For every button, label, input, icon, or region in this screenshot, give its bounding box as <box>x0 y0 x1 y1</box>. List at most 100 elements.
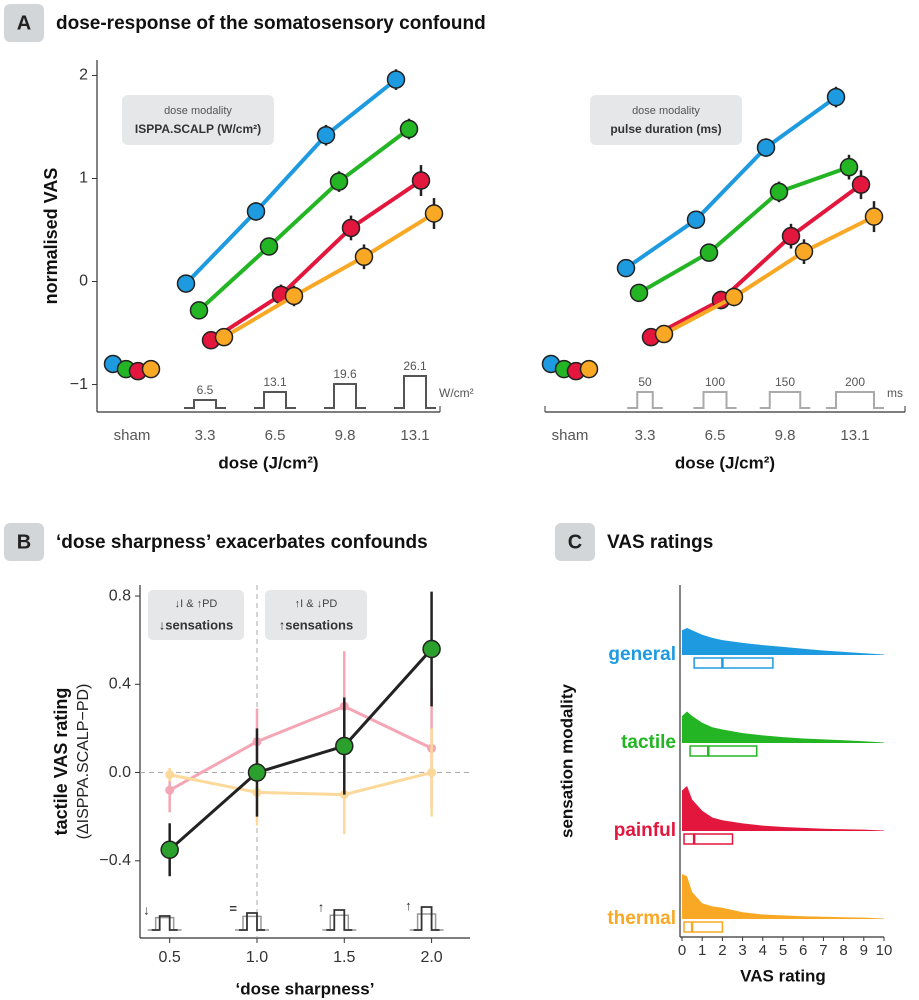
sham-point <box>141 359 161 379</box>
y-tick-label: −1 <box>70 376 88 393</box>
y-axis-title: sensation modality <box>557 683 576 838</box>
series-line <box>650 183 863 339</box>
box <box>683 833 734 845</box>
x-axis-title: dose (J/cm²) <box>218 453 318 472</box>
y-tick-label: −0.4 <box>99 852 131 869</box>
x-tick-label: 6.5 <box>705 427 726 444</box>
data-point <box>246 202 266 221</box>
series-line <box>624 95 838 270</box>
data-point <box>699 243 719 262</box>
data-point <box>629 283 649 303</box>
panel-badge <box>4 523 44 561</box>
panel-letter: A <box>17 12 31 34</box>
annotation-box <box>265 590 367 640</box>
sharpness-symbol: ↑ <box>318 899 325 914</box>
x-tick-label: 3 <box>738 942 746 959</box>
y-axis-title: normalised VAS <box>41 168 61 305</box>
pulse-icon <box>394 375 436 409</box>
pulse-label: 100 <box>705 375 725 389</box>
data-point <box>794 242 814 261</box>
x-tick-label: 6.5 <box>265 427 286 444</box>
series-line <box>169 771 432 797</box>
y-tick-label: 0.4 <box>109 676 131 693</box>
y-axis-title: tactile VAS rating <box>51 688 71 836</box>
sharpness-symbol: ↑ <box>405 898 412 913</box>
data-point <box>386 70 406 89</box>
legend-label: ISPPA.SCALP (W/cm²) <box>135 122 261 136</box>
x-axis-title: ‘dose sharpness’ <box>236 979 375 998</box>
series-line <box>209 178 423 342</box>
sharpness-icon <box>409 913 444 931</box>
panel-title: VAS ratings <box>607 532 713 553</box>
density-area <box>682 786 884 831</box>
sharpness-icon <box>234 915 269 931</box>
data-point <box>165 785 175 795</box>
data-point <box>756 138 776 157</box>
x-tick-label: 8 <box>839 942 847 959</box>
y-tick-label: 0.8 <box>109 587 131 604</box>
legend-box <box>590 95 742 145</box>
data-point <box>335 736 354 756</box>
sharpness-icon <box>147 916 182 931</box>
density-area <box>682 628 884 655</box>
data-point <box>341 218 361 238</box>
data-point <box>864 207 884 226</box>
x-tick-label: 3.3 <box>635 427 656 444</box>
panel-badge <box>555 523 595 561</box>
x-tick-label: 1 <box>698 942 706 959</box>
x-tick-label: 13.1 <box>840 427 869 444</box>
data-point <box>354 247 374 267</box>
data-point <box>422 639 441 659</box>
data-point <box>329 172 349 191</box>
data-point <box>214 327 234 347</box>
series-line <box>222 211 436 339</box>
data-point <box>399 119 419 139</box>
annotation-line2: ↑sensations <box>279 617 353 632</box>
sharpness-icon <box>238 912 265 931</box>
category-label: painful <box>614 820 676 841</box>
pulse-label: 19.6 <box>333 367 357 381</box>
category-label: tactile <box>621 732 676 753</box>
data-point <box>769 182 789 202</box>
pulse-unit: W/cm² <box>439 386 474 400</box>
x-tick-label: 9.8 <box>775 427 796 444</box>
x-tick-label: 2 <box>718 942 726 959</box>
sharpness-symbol: = <box>229 901 237 916</box>
data-point <box>826 87 846 107</box>
x-tick-label: 4 <box>759 942 767 959</box>
box <box>693 657 774 669</box>
x-tick-label: 1.0 <box>246 949 268 966</box>
pulse-label: 200 <box>845 375 865 389</box>
y-tick-label: 0 <box>79 273 88 290</box>
pulse-icon <box>759 391 811 409</box>
pulse-icon <box>254 390 296 409</box>
y-tick-label: 2 <box>79 67 88 84</box>
x-tick-label: 13.1 <box>400 427 429 444</box>
data-point <box>654 324 674 344</box>
panel-title: dose-response of the somatosensory confo… <box>56 13 486 34</box>
x-tick-label: 7 <box>819 942 827 959</box>
data-point <box>247 763 267 782</box>
x-tick-label: 5 <box>779 942 787 959</box>
pulse-icon <box>324 382 366 409</box>
density-area <box>682 711 884 743</box>
sharpness-icon <box>322 914 357 931</box>
x-tick-label: 2.0 <box>420 949 442 966</box>
box <box>683 921 724 933</box>
panel-letter: B <box>17 531 31 553</box>
series-line <box>638 165 850 295</box>
data-point <box>411 171 431 190</box>
pulse-label: 6.5 <box>197 383 214 397</box>
sharpness-icon <box>413 906 440 931</box>
data-point <box>316 125 336 145</box>
data-point <box>424 204 444 223</box>
x-tick-label: 0 <box>678 942 686 959</box>
x-tick-label: 9 <box>860 942 868 959</box>
data-point <box>851 175 871 194</box>
legend-title: dose modality <box>164 105 232 117</box>
category-label: general <box>608 644 676 665</box>
data-point <box>724 287 744 307</box>
pulse-icon <box>693 391 737 409</box>
series-line <box>663 214 875 336</box>
pulse-label: 150 <box>775 375 795 389</box>
